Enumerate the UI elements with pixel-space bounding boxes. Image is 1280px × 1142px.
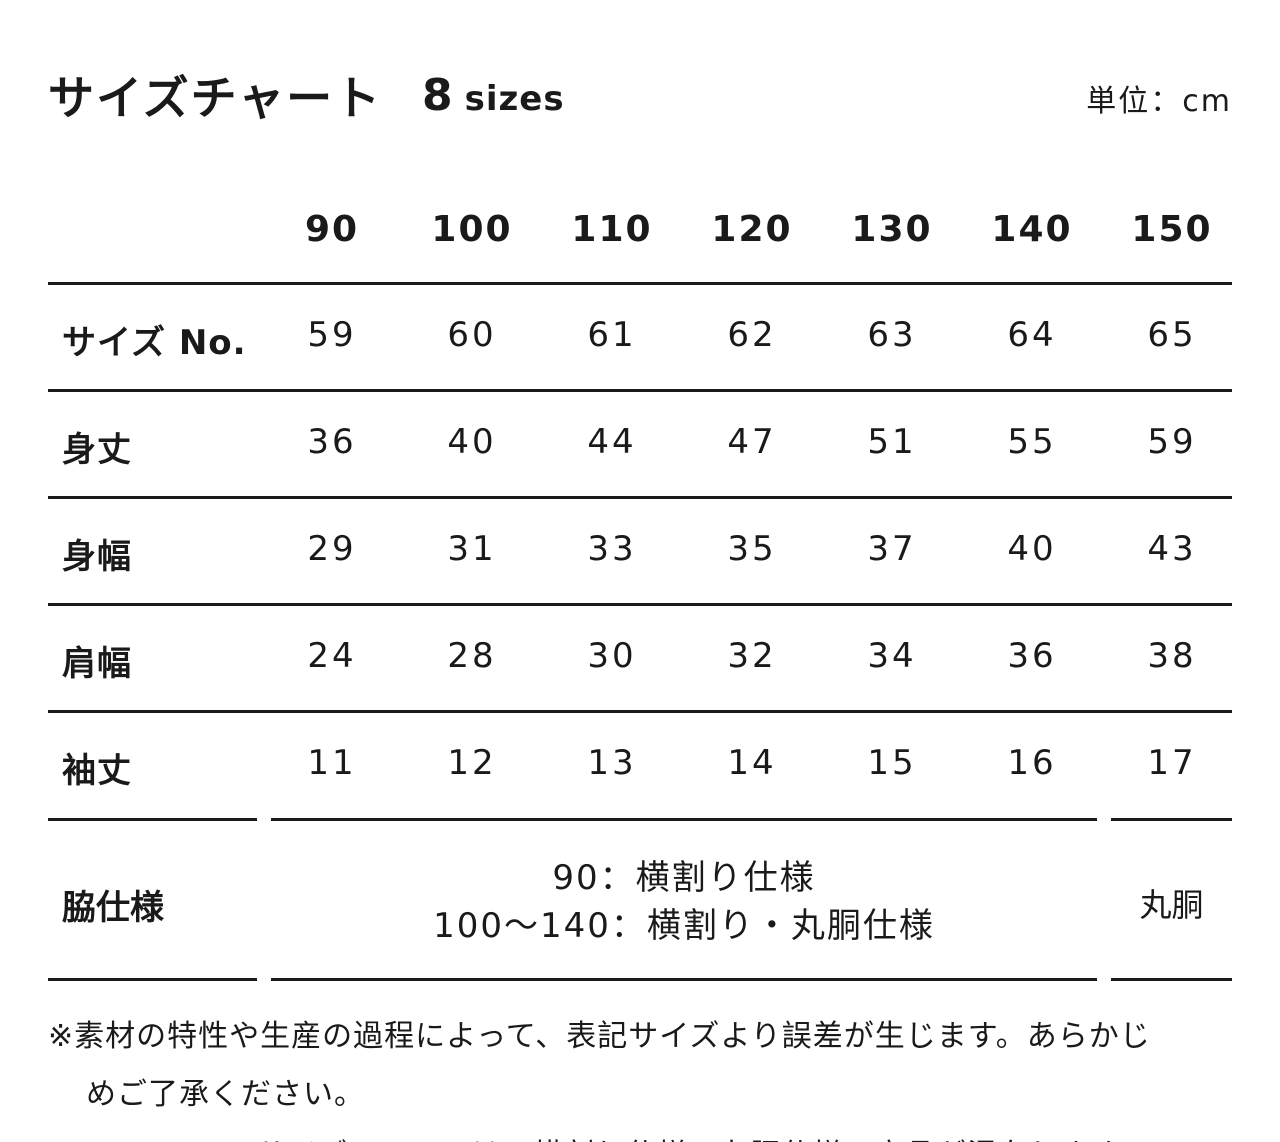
table-cell: 40 — [447, 422, 497, 462]
table-cell: 47 — [727, 422, 777, 462]
table-row: 身丈 36 40 44 47 51 55 59 — [48, 389, 1232, 493]
table-cell: 31 — [447, 529, 497, 569]
side-spec-line-2: 100〜140：横割り・丸胴仕様 — [433, 906, 935, 946]
side-spec-150: 丸胴 — [1139, 886, 1204, 924]
page-title: サイズチャート — [48, 71, 383, 125]
column-header: 120 — [711, 209, 793, 250]
table-cell: 28 — [447, 636, 497, 676]
table-cell: 15 — [867, 743, 917, 783]
table-cell: 37 — [867, 529, 917, 569]
table-cell: 13 — [587, 743, 637, 783]
row-label: 肩幅 — [62, 644, 132, 684]
table-cell: 64 — [1007, 315, 1057, 355]
column-header: 90 — [304, 209, 360, 250]
column-header: 130 — [851, 209, 933, 250]
row-label: サイズ No. — [62, 323, 247, 363]
table-cell: 59 — [307, 315, 357, 355]
table-cell: 11 — [307, 743, 357, 783]
table-cell: 30 — [587, 636, 637, 676]
row-divider — [48, 978, 257, 981]
note-line-2: めご了承ください。 — [86, 1077, 365, 1112]
unit-label: 単位：cm — [1086, 84, 1232, 119]
row-divider — [48, 710, 1232, 713]
chart-header: サイズチャート 8 sizes 単位：cm — [48, 62, 1232, 132]
table-row: 肩幅 24 28 30 32 34 36 38 — [48, 603, 1232, 707]
table-cell: 12 — [447, 743, 497, 783]
table-cell: 36 — [307, 422, 357, 462]
table-cell: 17 — [1147, 743, 1197, 783]
table-cell: 59 — [1147, 422, 1197, 462]
row-divider — [1111, 818, 1232, 821]
sizes-count: 8 sizes — [422, 70, 565, 121]
sizes-number: 8 — [422, 70, 453, 121]
row-divider — [48, 603, 1232, 606]
note-overflow: 100〜140のサイズについては、横割り仕様・丸胴仕様の商品が混在します。 — [48, 1124, 1232, 1142]
table-cell: 33 — [587, 529, 637, 569]
table-cell: 14 — [727, 743, 777, 783]
table-cell: 44 — [587, 422, 637, 462]
row-divider — [48, 282, 1232, 285]
table-cell: 55 — [1007, 422, 1057, 462]
table-row: 身幅 29 31 33 35 37 40 43 — [48, 496, 1232, 600]
table-cell: 62 — [727, 315, 777, 355]
table-cell: 60 — [447, 315, 497, 355]
table-cell: 35 — [727, 529, 777, 569]
table-cell: 63 — [867, 315, 917, 355]
side-spec-line-1: 90：横割り仕様 — [552, 858, 816, 898]
column-header: 140 — [991, 209, 1073, 250]
row-divider — [48, 818, 257, 821]
column-header: 110 — [571, 209, 653, 250]
sizes-word: sizes — [464, 79, 565, 119]
table-row: 袖丈 11 12 13 14 15 16 17 — [48, 710, 1232, 814]
table-row: サイズ No. 59 60 61 62 63 64 65 — [48, 282, 1232, 386]
table-cell: 16 — [1007, 743, 1057, 783]
side-spec-label: 脇仕様 — [62, 888, 164, 928]
size-column-headers: 90 100 110 120 130 140 150 — [48, 195, 1232, 267]
table-cell: 34 — [867, 636, 917, 676]
row-divider — [48, 496, 1232, 499]
row-divider — [48, 389, 1232, 392]
column-header: 150 — [1131, 209, 1213, 250]
column-header: 100 — [431, 209, 513, 250]
note-line-1: ※素材の特性や生産の過程によって、表記サイズより誤差が生じます。あらかじ — [48, 1019, 1151, 1054]
size-note: ※素材の特性や生産の過程によって、表記サイズより誤差が生じます。あらかじ めご了… — [48, 1008, 1232, 1124]
side-spec-row: 脇仕様 90：横割り仕様 100〜140：横割り・丸胴仕様 丸胴 — [48, 818, 1232, 981]
table-cell: 40 — [1007, 529, 1057, 569]
note-line-3: 100〜140のサイズについては、横割り仕様・丸胴仕様の商品が混在します。 — [74, 1130, 1150, 1142]
table-cell: 24 — [307, 636, 357, 676]
table-cell: 38 — [1147, 636, 1197, 676]
table-cell: 51 — [867, 422, 917, 462]
row-divider — [271, 818, 1097, 821]
side-spec-description: 90：横割り仕様 100〜140：横割り・丸胴仕様 — [271, 854, 1097, 950]
table-cell: 32 — [727, 636, 777, 676]
table-cell: 43 — [1147, 529, 1197, 569]
table-cell: 65 — [1147, 315, 1197, 355]
table-cell: 29 — [307, 529, 357, 569]
row-divider — [271, 978, 1097, 981]
row-divider — [1111, 978, 1232, 981]
table-cell: 61 — [587, 315, 637, 355]
row-label: 身幅 — [62, 537, 132, 577]
row-label: 袖丈 — [62, 751, 132, 791]
row-label: 身丈 — [62, 430, 132, 470]
table-cell: 36 — [1007, 636, 1057, 676]
